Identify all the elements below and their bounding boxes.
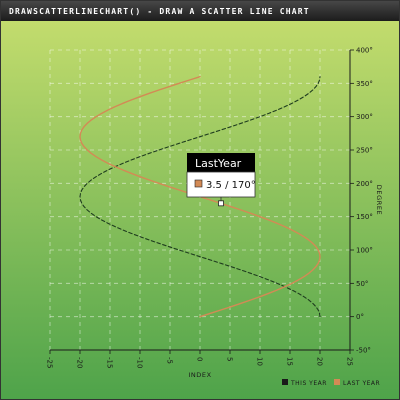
- x-tick-label: 20: [316, 357, 324, 366]
- legend-swatch-last-year: [334, 379, 340, 385]
- x-tick-label: 25: [346, 357, 354, 366]
- axes: [49, 49, 354, 354]
- x-tick-label: 5: [226, 357, 234, 361]
- y-tick-label: 400°: [356, 47, 373, 55]
- y-tick-label: -50°: [356, 347, 371, 355]
- tooltip: LastYear 3.5 / 170°: [186, 153, 256, 207]
- x-axis-label: INDEX: [188, 371, 211, 379]
- legend-label-last-year: LAST YEAR: [343, 380, 380, 387]
- tooltip-series-name: LastYear: [195, 157, 242, 170]
- y-tick-label: 250°: [356, 147, 373, 155]
- x-tick-label: -10: [136, 357, 144, 368]
- legend: THIS YEAR LAST YEAR: [282, 379, 380, 387]
- legend-swatch-this-year: [282, 379, 288, 385]
- chart-title: DRAWSCATTERLINECHART() - DRAW A SCATTER …: [9, 7, 310, 16]
- x-tick-label: 0: [196, 357, 204, 361]
- x-tick-label: -15: [106, 357, 114, 368]
- y-tick-label: 0°: [356, 313, 364, 321]
- this-year-line: [79, 76, 321, 318]
- tooltip-swatch: [194, 179, 203, 188]
- title-bar: [1, 1, 399, 21]
- y-tick-label: 350°: [356, 80, 373, 88]
- y-tick-label: 50°: [356, 280, 368, 288]
- y-tick-label: 200°: [356, 180, 373, 188]
- y-tick-labels: -50° 0° 50° 100° 150° 200° 250° 300° 350° 400°: [356, 47, 373, 355]
- x-tick-label: -5: [166, 357, 174, 364]
- x-tick-label: 15: [286, 357, 294, 366]
- tooltip-header: [187, 153, 255, 172]
- y-tick-label: 300°: [356, 113, 373, 121]
- y-tick-label: 150°: [356, 213, 373, 221]
- y-tick-label: 100°: [356, 247, 373, 255]
- x-tick-label: 10: [256, 357, 264, 366]
- x-tick-label: -25: [46, 357, 54, 368]
- x-tick-labels: -25 -20 -15 -10 -5 0 5 10 15 20 25: [46, 357, 354, 368]
- y-axis-label: DEGREE: [375, 185, 383, 215]
- legend-label-this-year: THIS YEAR: [290, 380, 327, 387]
- tooltip-value: 3.5 / 170°: [206, 180, 256, 191]
- tooltip-anchor-point: [218, 200, 224, 207]
- x-tick-label: -20: [76, 357, 84, 368]
